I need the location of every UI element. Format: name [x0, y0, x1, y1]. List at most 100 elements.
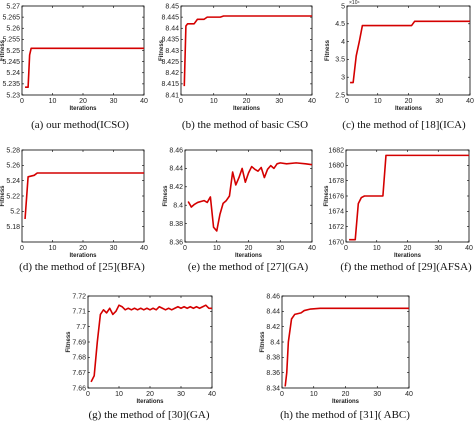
- y-tick-label: 7.7: [76, 324, 86, 331]
- series-line-0: [183, 15, 312, 87]
- x-tick-label: 10: [374, 98, 382, 105]
- y-tick-label: 2.5: [335, 92, 345, 99]
- y-tick-label: 5.265: [2, 14, 20, 21]
- y-tick-label: 8.44: [165, 26, 179, 33]
- y-axis-label: Fitness: [260, 331, 266, 353]
- y-axis-label: Fitness: [159, 39, 165, 61]
- y-tick-label: 7.66: [72, 385, 86, 392]
- y-tick-label: 3.5: [335, 57, 345, 64]
- x-tick-label: 30: [276, 245, 284, 252]
- panel-2: 0 10 20 30 40 2.5 3 3.5 4 4.5 5 ×10⁴ Iterations Fitne…: [325, 0, 474, 131]
- x-tick-label: 10: [210, 98, 218, 105]
- series-line-0: [24, 172, 144, 220]
- x-tick-label: 30: [110, 98, 118, 105]
- y-tick-label: 8.425: [161, 59, 179, 66]
- y-tick-label: 4: [341, 39, 345, 46]
- y-tick-label: 5.22: [6, 193, 20, 200]
- x-axis-label: Iterations: [332, 399, 360, 405]
- y-tick-label: 8.43: [165, 48, 179, 55]
- panel-caption: (e) the method of [27](GA): [188, 261, 309, 273]
- x-tick-label: 30: [373, 391, 381, 398]
- x-tick-label: 10: [49, 245, 57, 252]
- series-line-0: [25, 47, 144, 89]
- x-tick-label: 0: [183, 245, 187, 252]
- x-axis-label: Iterations: [69, 253, 97, 259]
- x-tick-label: 20: [243, 98, 251, 105]
- y-tick-label: 8.36: [266, 370, 280, 377]
- x-tick-label: 40: [140, 98, 148, 105]
- panel-caption: (c) the method of [18](ICA): [342, 119, 466, 131]
- x-tick-label: 0: [179, 98, 183, 105]
- series-line-0: [284, 307, 409, 387]
- panel-6: 0 10 20 30 40 7.66 7.67 7.68 7.69 7.7 7.71 7.72 Iter…: [66, 293, 216, 421]
- x-axis-label: Iterations: [395, 106, 423, 112]
- y-axis-label: Fitness: [325, 39, 331, 61]
- y-tick-label: 7.71: [72, 309, 86, 316]
- y-tick-label: 5: [341, 3, 345, 10]
- x-tick-label: 10: [310, 391, 318, 398]
- y-tick-label: 8.415: [161, 81, 179, 88]
- x-tick-label: 20: [405, 98, 413, 105]
- y-tick-label: 8.445: [161, 14, 179, 21]
- y-tick-label: 1676: [328, 193, 344, 200]
- y-tick-label: 5.25: [6, 48, 20, 55]
- panel-caption: (a) our method(ICSO): [31, 119, 129, 131]
- y-tick-label: 5.24: [6, 178, 20, 185]
- x-tick-label: 0: [345, 98, 349, 105]
- x-axis-label: Iterations: [394, 253, 422, 259]
- x-tick-label: 20: [342, 391, 350, 398]
- y-tick-label: 8.41: [165, 92, 179, 99]
- x-axis-label: Iterations: [235, 253, 263, 259]
- panel-caption: (f) the method of [29](AFSA): [340, 261, 472, 273]
- panel-3: 0 10 20 30 40 5.18 5.2 5.22 5.24 5.26 5.28 Iteratio…: [0, 147, 148, 273]
- x-tick-label: 20: [404, 245, 412, 252]
- y-tick-label: 8.44: [169, 166, 183, 173]
- x-tick-label: 40: [140, 245, 148, 252]
- x-tick-label: 30: [434, 245, 442, 252]
- panel-5: 0 10 20 30 40 1670 1672 1674 1676 1678 1680 1682 Ite…: [324, 147, 473, 273]
- y-tick-label: 5.255: [2, 37, 20, 44]
- y-axis-label: Fitness: [66, 331, 72, 353]
- series-line-0: [90, 304, 212, 383]
- x-tick-label: 0: [20, 98, 24, 105]
- y-tick-label: 4.5: [335, 21, 345, 28]
- y-tick-label: 5.245: [2, 59, 20, 66]
- series-line-0: [349, 154, 469, 241]
- y-tick-label: 8.435: [161, 37, 179, 44]
- panel-caption: (d) the method of [25](BFA): [19, 261, 145, 273]
- y-tick-label: 5.26: [6, 26, 20, 33]
- y-tick-label: 5.24: [6, 70, 20, 77]
- x-tick-label: 0: [20, 245, 24, 252]
- x-tick-label: 20: [245, 245, 253, 252]
- y-axis-label: Fitness: [163, 185, 169, 207]
- plot-frame: [281, 295, 410, 389]
- y-tick-label: 8.38: [169, 221, 183, 228]
- x-tick-label: 10: [373, 245, 381, 252]
- x-tick-label: 10: [115, 391, 123, 398]
- x-tick-label: 40: [465, 245, 473, 252]
- series-line-0: [350, 20, 470, 84]
- y-tick-label: 8.46: [169, 147, 183, 154]
- panel-7: 0 10 20 30 40 8.34 8.36 8.38 8.4 8.42 8.44 8.46 Iter…: [260, 293, 413, 421]
- x-tick-label: 20: [79, 245, 87, 252]
- y-tick-label: 1674: [328, 209, 344, 216]
- y-tick-label: 8.42: [266, 324, 280, 331]
- y-tick-label: 5.28: [6, 147, 20, 154]
- x-tick-label: 40: [308, 98, 316, 105]
- x-tick-label: 20: [79, 98, 87, 105]
- x-tick-label: 30: [177, 391, 185, 398]
- panel-caption: (b) the method of basic CSO: [182, 119, 308, 131]
- y-tick-label: 1672: [328, 224, 344, 231]
- x-tick-label: 10: [49, 98, 57, 105]
- panel-caption: (g) the method of [30](GA): [89, 409, 210, 421]
- y-tick-label: 8.45: [165, 3, 179, 10]
- y-tick-label: 8.42: [165, 70, 179, 77]
- y-tick-label: 1682: [328, 147, 344, 154]
- x-axis-label: Iterations: [233, 106, 261, 112]
- x-tick-label: 30: [110, 245, 118, 252]
- x-tick-label: 10: [213, 245, 221, 252]
- y-tick-label: 7.67: [72, 370, 86, 377]
- y-tick-label: 5.18: [6, 224, 20, 231]
- x-axis-label: Iterations: [136, 399, 164, 405]
